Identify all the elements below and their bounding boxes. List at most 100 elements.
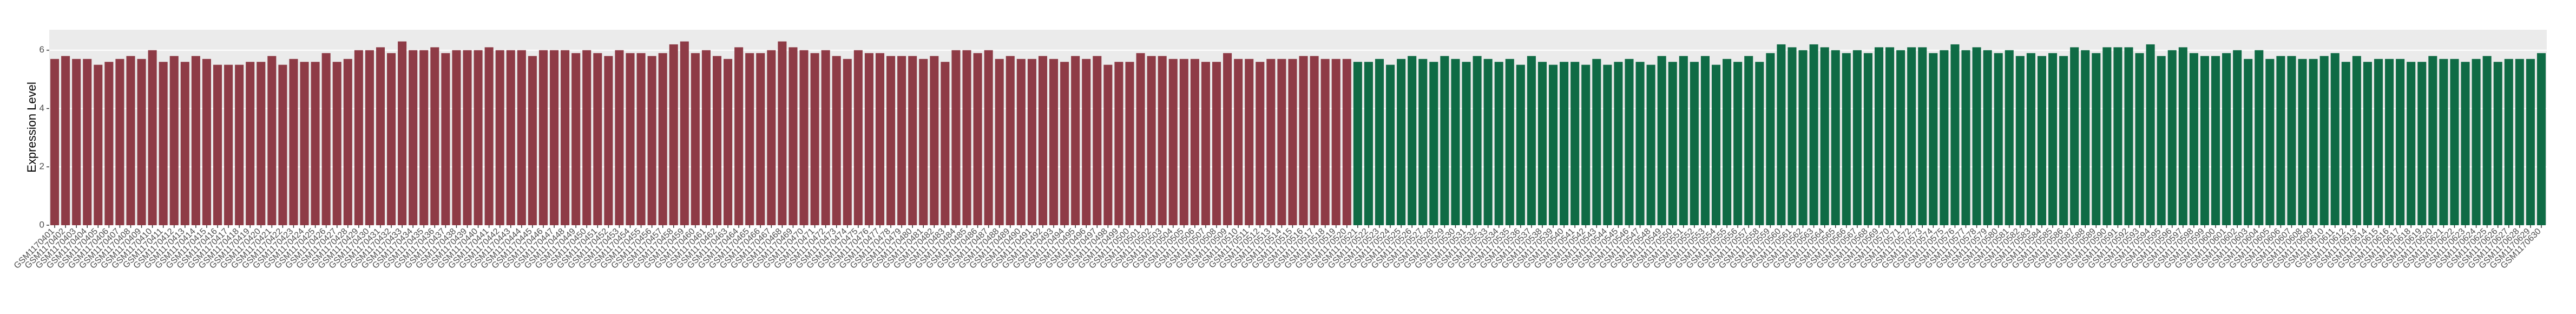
- bar: [1397, 58, 1406, 225]
- bar: [517, 50, 526, 225]
- bar: [1907, 47, 1916, 225]
- bar: [2504, 58, 2513, 225]
- bar: [2287, 56, 2296, 225]
- bar: [1342, 58, 1351, 225]
- bar: [1560, 62, 1569, 226]
- bar: [1483, 58, 1493, 225]
- bar: [1136, 53, 1145, 225]
- bar: [1462, 62, 1471, 226]
- bar: [2407, 62, 2416, 226]
- bar: [2385, 58, 2394, 225]
- y-tick-label: 4: [40, 103, 44, 113]
- bar: [1657, 56, 1666, 225]
- bar: [419, 50, 429, 225]
- bar: [61, 56, 70, 225]
- bar: [1863, 53, 1872, 225]
- bar: [2482, 56, 2492, 225]
- bar: [159, 62, 168, 226]
- bar: [278, 64, 287, 226]
- bar: [1114, 62, 1123, 226]
- bar: [669, 44, 678, 225]
- bar: [1451, 58, 1460, 225]
- bar: [951, 50, 961, 225]
- bar: [2222, 53, 2231, 225]
- bar: [1972, 47, 1981, 225]
- bar: [2135, 53, 2144, 225]
- bar: [148, 50, 157, 225]
- bar: [1049, 58, 1059, 225]
- y-axis-title: Expression Level: [25, 82, 38, 173]
- bar: [1527, 56, 1536, 225]
- bar: [995, 58, 1004, 225]
- bar: [658, 53, 667, 225]
- bar: [1256, 62, 1265, 226]
- bar: [224, 64, 233, 226]
- bar: [1093, 56, 1102, 225]
- bar: [930, 56, 939, 225]
- bar: [343, 58, 352, 225]
- bar: [1570, 62, 1580, 226]
- bar: [1690, 62, 1699, 226]
- bar: [2472, 58, 2481, 225]
- bar: [2396, 58, 2405, 225]
- bar: [169, 56, 179, 225]
- bar: [72, 58, 81, 225]
- bar: [561, 50, 570, 225]
- bar: [2276, 56, 2285, 225]
- bar: [2015, 56, 2025, 225]
- bar: [1896, 50, 1905, 225]
- bar: [191, 56, 200, 225]
- bar: [712, 56, 722, 225]
- bar: [1234, 58, 1243, 225]
- bar: [1299, 56, 1308, 225]
- bar: [1603, 64, 1612, 226]
- bar: [1408, 56, 1417, 225]
- bar: [724, 58, 733, 225]
- y-tick-label: 6: [40, 44, 44, 55]
- bar: [1668, 62, 1677, 226]
- bar: [2428, 56, 2437, 225]
- bar: [1646, 64, 1655, 226]
- bar: [1592, 58, 1601, 225]
- bar: [1711, 64, 1721, 226]
- bar: [2048, 53, 2058, 225]
- bar: [1983, 50, 1992, 225]
- bar: [1375, 58, 1384, 225]
- bar: [1581, 64, 1591, 226]
- bar: [2026, 53, 2035, 225]
- bar: [1961, 50, 1970, 225]
- bar: [2363, 62, 2372, 226]
- bar: [94, 64, 103, 226]
- bar: [235, 64, 244, 226]
- bar: [1016, 58, 1026, 225]
- bar: [2005, 50, 2014, 225]
- bar: [354, 50, 363, 225]
- bar: [973, 53, 982, 225]
- bar: [788, 47, 798, 225]
- bar: [300, 62, 309, 226]
- bar: [387, 53, 396, 225]
- bar: [571, 53, 581, 225]
- bar: [1440, 56, 1449, 225]
- bar: [2374, 58, 2383, 225]
- bar: [2233, 50, 2242, 225]
- bar: [1635, 62, 1645, 226]
- bar: [1473, 56, 1482, 225]
- bar: [1060, 62, 1069, 226]
- bar: [1320, 58, 1330, 225]
- bar: [321, 53, 331, 225]
- bar: [2211, 56, 2220, 225]
- bar: [267, 56, 277, 225]
- bar: [1950, 44, 1960, 225]
- bar: [701, 50, 711, 225]
- bar: [680, 41, 689, 225]
- bar: [604, 56, 613, 225]
- bar: [376, 47, 385, 225]
- bar: [1038, 56, 1047, 225]
- bar: [1831, 50, 1840, 225]
- bar: [1852, 50, 1862, 225]
- bar: [1549, 64, 1558, 226]
- y-tick-label: 2: [40, 161, 44, 172]
- bar: [1190, 58, 1199, 225]
